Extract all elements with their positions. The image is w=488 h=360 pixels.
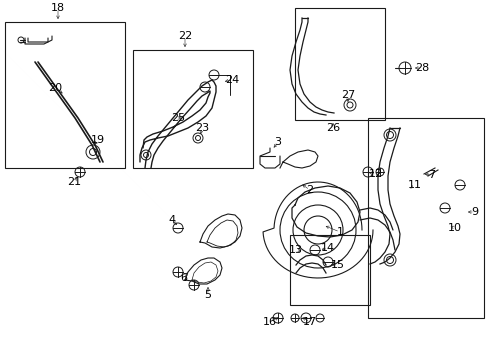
Text: 19: 19 [91, 135, 105, 145]
Bar [367, 118, 483, 318]
Text: 17: 17 [303, 317, 316, 327]
Text: 16: 16 [263, 317, 276, 327]
Text: 7: 7 [427, 170, 435, 180]
Bar [289, 235, 369, 305]
Text: 28: 28 [414, 63, 428, 73]
Text: 2: 2 [306, 185, 313, 195]
Text: 21: 21 [67, 177, 81, 187]
Text: 13: 13 [288, 245, 303, 255]
Text: 11: 11 [407, 180, 421, 190]
Text: 22: 22 [178, 31, 192, 41]
Text: 26: 26 [325, 123, 339, 133]
Text: 20: 20 [48, 83, 62, 93]
Text: 18: 18 [51, 3, 65, 13]
Text: 27: 27 [340, 90, 354, 100]
Bar [133, 50, 252, 168]
Text: 12: 12 [368, 169, 382, 179]
Bar [294, 8, 384, 120]
Text: 1: 1 [336, 227, 343, 237]
Text: 10: 10 [447, 223, 461, 233]
Text: 25: 25 [171, 113, 184, 123]
Text: 23: 23 [195, 123, 209, 133]
Text: 3: 3 [274, 137, 281, 147]
Text: 6: 6 [180, 273, 187, 283]
Bar [5, 22, 125, 168]
Text: 24: 24 [224, 75, 239, 85]
Text: 15: 15 [330, 260, 345, 270]
Text: 9: 9 [470, 207, 478, 217]
Text: 4: 4 [168, 215, 175, 225]
Text: 14: 14 [320, 243, 334, 253]
Text: 5: 5 [204, 290, 211, 300]
